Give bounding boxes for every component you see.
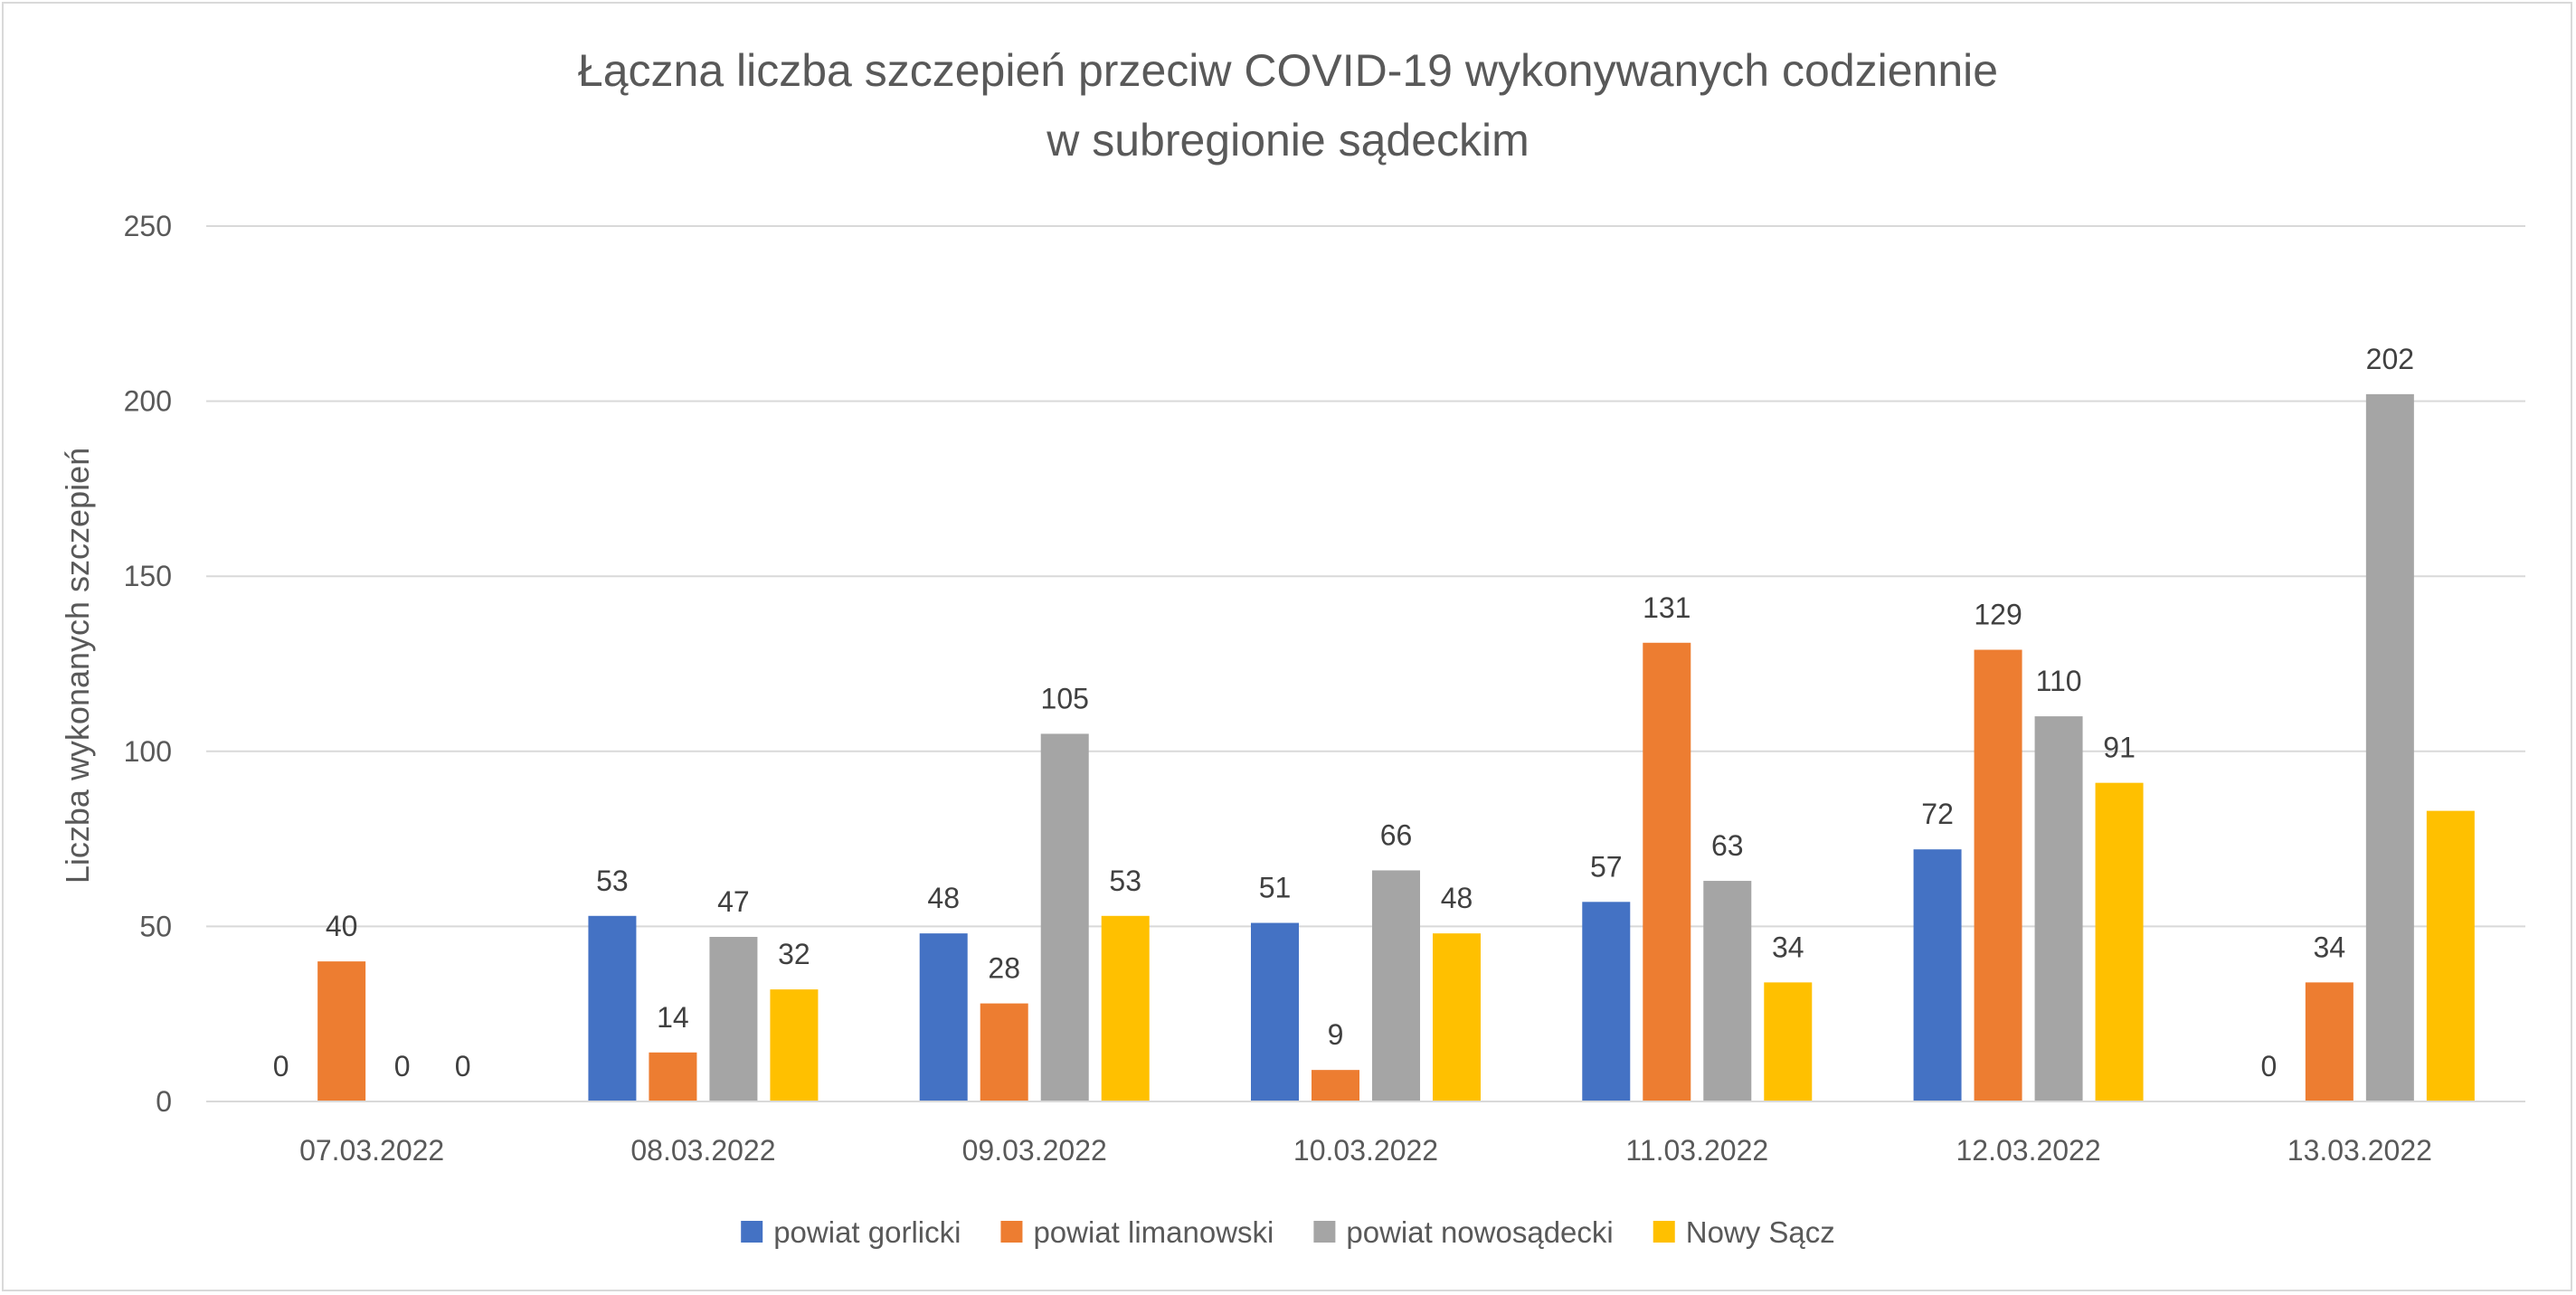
data-label: 0 [2260, 1050, 2277, 1082]
data-label: 9 [1328, 1018, 1344, 1051]
legend-label: Nowy Sącz [1686, 1215, 1835, 1249]
y-tick-label: 50 [139, 910, 172, 942]
bar [2095, 782, 2144, 1101]
data-label: 51 [1259, 872, 1292, 904]
x-tick-label: 08.03.2022 [630, 1134, 775, 1167]
legend-label: powiat nowosądecki [1346, 1215, 1613, 1249]
y-tick-label: 150 [124, 560, 172, 592]
legend: powiat gorlicki powiat limanowski powiat n… [741, 1215, 1835, 1249]
data-label: 57 [1590, 850, 1623, 883]
bar [1372, 870, 1420, 1101]
y-tick-label: 200 [124, 385, 172, 418]
bar [1312, 1070, 1359, 1101]
data-label: 105 [1041, 682, 1089, 714]
legend-swatch [1000, 1221, 1023, 1243]
data-label: 202 [2366, 343, 2414, 375]
data-label: 110 [2036, 665, 2082, 697]
x-tick-label: 10.03.2022 [1293, 1134, 1438, 1167]
data-label: 32 [778, 938, 810, 970]
data-label: 66 [1380, 818, 1413, 851]
bar [1764, 982, 1813, 1101]
y-tick-label: 0 [156, 1085, 172, 1118]
data-label: 40 [326, 910, 358, 942]
bar [709, 937, 758, 1101]
bar [1974, 649, 2022, 1101]
data-label: 129 [1974, 599, 2022, 631]
bar [1101, 915, 1150, 1101]
legend-label: powiat gorlicki [773, 1215, 961, 1249]
x-tick-label: 09.03.2022 [962, 1134, 1107, 1167]
y-axis-title: Liczba wykonanych szczepień [59, 448, 96, 884]
bar [919, 933, 968, 1101]
bar [317, 961, 366, 1101]
bar [770, 989, 819, 1101]
legend-swatch [1313, 1221, 1336, 1243]
legend-item: powiat limanowski [1000, 1215, 1274, 1249]
x-tick-label: 11.03.2022 [1625, 1134, 1768, 1167]
bar [980, 1003, 1028, 1101]
y-axis-ticks: 0 50 100 150 200 250 [124, 210, 172, 1118]
gridlines [206, 225, 2525, 928]
x-tick-label: 13.03.2022 [2287, 1134, 2432, 1167]
chart-title-group: Łączna liczba szczepień przeciw COVID-19… [578, 45, 1998, 165]
bars [317, 393, 2475, 1102]
bar [1251, 922, 1299, 1101]
bar [2034, 716, 2083, 1101]
bar [649, 1052, 697, 1101]
data-label: 34 [1772, 931, 1804, 963]
bar [1643, 642, 1691, 1101]
bar [1433, 933, 1481, 1101]
data-label: 0 [394, 1050, 411, 1082]
x-tick-label: 07.03.2022 [299, 1134, 444, 1167]
bar [1703, 881, 1752, 1101]
data-label: 53 [1109, 865, 1141, 897]
legend-item: powiat nowosądecki [1313, 1215, 1614, 1249]
bar [2305, 982, 2353, 1101]
bar [588, 915, 637, 1101]
data-label: 48 [927, 882, 960, 914]
data-labels: 0 53 48 51 57 72 0 40 14 28 9 131 129 34 0 47 105 66 63 110… [273, 343, 2414, 1082]
legend-swatch [741, 1221, 763, 1243]
data-label: 131 [1643, 591, 1690, 624]
chart-title: Łączna liczba szczepień przeciw COVID-19… [578, 45, 1998, 96]
chart-subtitle: w subregionie sądeckim [1046, 115, 1530, 165]
bar [1913, 849, 1962, 1101]
data-label: 63 [1711, 829, 1744, 862]
bar [2426, 810, 2475, 1101]
legend-label: powiat limanowski [1033, 1215, 1274, 1249]
data-label: 0 [273, 1050, 289, 1082]
x-axis-ticks: 07.03.2022 08.03.2022 09.03.2022 10.03.2022… [299, 1134, 2432, 1167]
y-tick-label: 100 [124, 735, 172, 768]
legend-item: Nowy Sącz [1653, 1215, 1835, 1249]
data-label: 28 [988, 952, 1020, 985]
data-label: 48 [1441, 882, 1473, 914]
data-label: 47 [717, 885, 750, 918]
data-label: 91 [2103, 732, 2136, 764]
bar [1582, 902, 1631, 1101]
legend-item: powiat gorlicki [741, 1215, 961, 1249]
bar [1040, 733, 1089, 1101]
data-label: 53 [596, 865, 629, 897]
data-label: 72 [1921, 798, 1954, 830]
bar [2365, 393, 2414, 1102]
legend-swatch [1653, 1221, 1675, 1243]
data-label: 34 [2314, 931, 2346, 963]
y-tick-label: 250 [124, 210, 172, 242]
x-tick-label: 12.03.2022 [1956, 1134, 2100, 1167]
data-label: 0 [455, 1050, 471, 1082]
data-label: 14 [657, 1001, 689, 1034]
